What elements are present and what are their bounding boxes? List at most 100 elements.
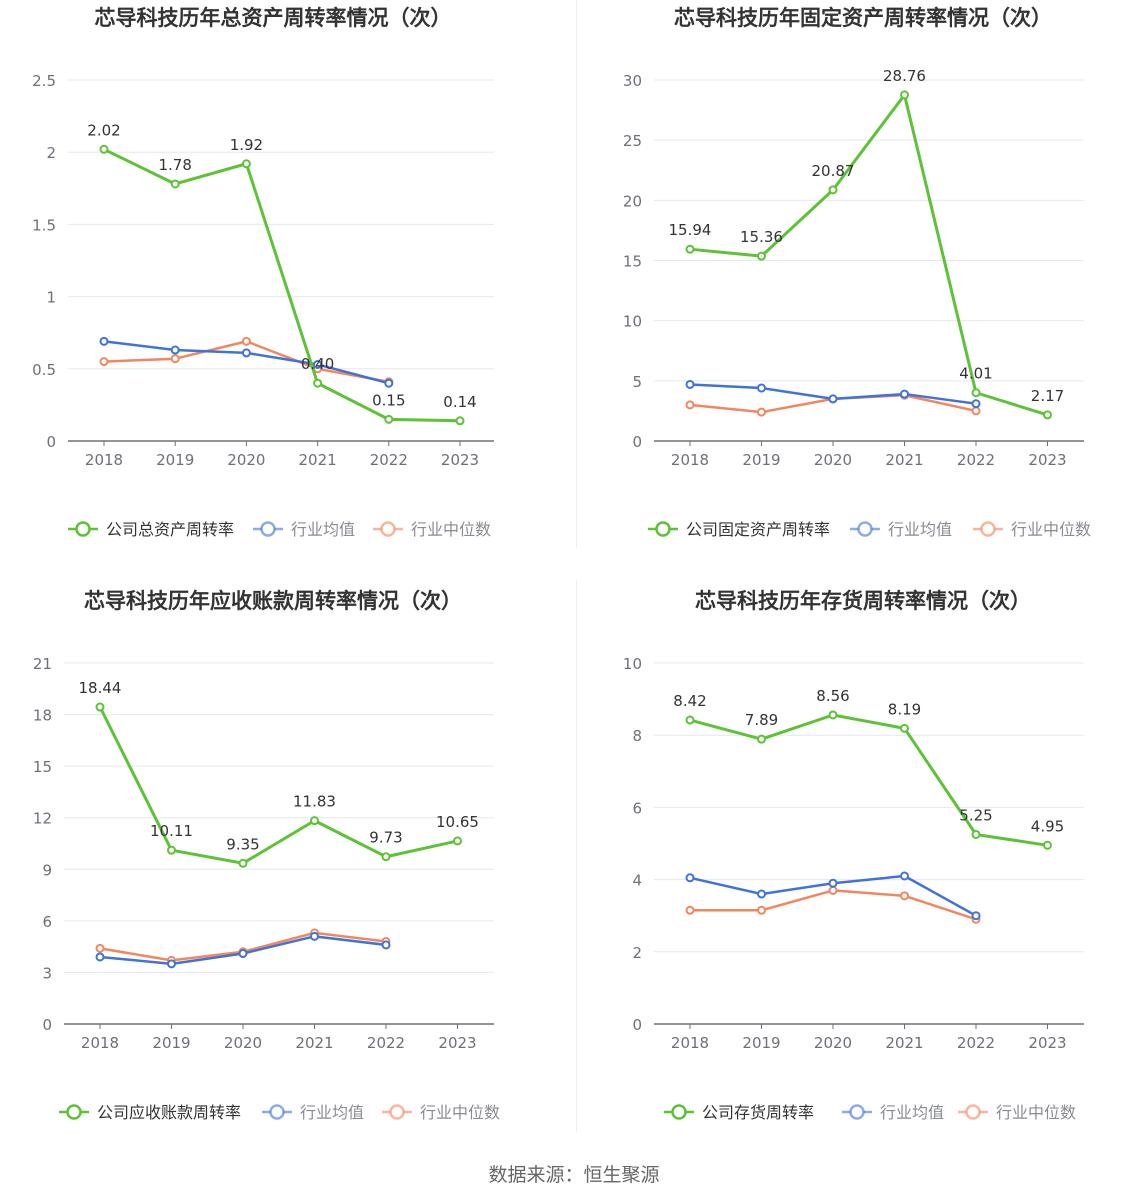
legend-item[interactable]: 行业均值 (262, 1103, 364, 1122)
series-line-0 (103, 147, 461, 423)
series-line-0 (689, 93, 1048, 417)
data-label: 7.89 (745, 711, 778, 729)
legend-marker (260, 521, 276, 537)
data-point (95, 702, 105, 712)
data-label: 4.95 (1031, 817, 1064, 835)
x-tick-label: 2021 (299, 451, 337, 469)
y-tick-label: 9 (42, 861, 52, 879)
chart-svg: 芯导科技历年总资产周转率情况（次） 0 0.5 1 1.5 2 2.5 2018 2019 202… (32, 6, 494, 539)
data-point (757, 889, 766, 899)
legend-label: 公司应收账款周转率 (97, 1103, 241, 1122)
data-point (900, 389, 909, 399)
data-source-note: 数据来源：恒生聚源 (488, 1164, 660, 1186)
data-point (757, 407, 766, 417)
data-point (453, 836, 462, 846)
y-tick-label: 1.5 (32, 216, 56, 234)
data-point (167, 959, 176, 969)
data-point (313, 378, 323, 388)
y-tick-label: 15 (33, 758, 52, 776)
legend-item[interactable]: 行业中位数 (382, 1103, 500, 1122)
y-tick-label: 0.5 (32, 361, 56, 379)
legend-item[interactable]: 公司固定资产周转率 (648, 520, 830, 539)
y-tick-label: 3 (42, 964, 52, 982)
data-label: 4.01 (959, 365, 992, 383)
chart-title: 芯导科技历年存货周转率情况（次） (695, 589, 1031, 613)
data-point (900, 723, 909, 733)
data-point (381, 852, 391, 862)
x-tick-label: 2020 (224, 1034, 262, 1052)
data-point (828, 878, 838, 888)
data-point (384, 378, 394, 388)
data-label: 20.87 (812, 162, 855, 180)
data-point (95, 952, 105, 962)
data-label: 2.02 (87, 121, 120, 139)
data-label: 8.56 (816, 687, 849, 705)
data-point (1043, 840, 1052, 850)
chart-panel-inventory-turnover: 芯导科技历年存货周转率情况（次） 0 2 4 6 8 10 2018 2019 2020 2021 2… (574, 580, 1148, 1160)
y-tick-label: 21 (33, 655, 52, 673)
chart-panel-receivables-turnover: 芯导科技历年应收账款周转率情况（次） 0 3 6 9 12 15 18 21 2018 2019 20… (0, 580, 574, 1160)
x-tick-label: 2023 (1028, 451, 1066, 469)
y-tick-label: 0 (42, 1016, 52, 1034)
legend-item[interactable]: 行业中位数 (373, 520, 491, 539)
x-tick-label: 2020 (814, 1034, 852, 1052)
data-point (900, 891, 909, 901)
x-tick-label: 2021 (295, 1034, 333, 1052)
data-point (238, 949, 248, 959)
legend-marker (75, 521, 91, 537)
x-tick-label: 2022 (957, 451, 995, 469)
data-point (1043, 410, 1052, 420)
chart-title: 芯导科技历年固定资产周转率情况（次） (674, 6, 1052, 30)
legend-marker (857, 521, 873, 537)
legend-label: 行业中位数 (1011, 520, 1091, 539)
data-label: 9.35 (226, 835, 259, 853)
legend-label: 公司存货周转率 (702, 1103, 814, 1122)
x-tick-label: 2018 (85, 451, 123, 469)
data-point (99, 357, 109, 367)
legend-marker (380, 521, 396, 537)
data-point (99, 336, 109, 346)
data-label: 0.14 (443, 393, 476, 411)
legend-item[interactable]: 公司应收账款周转率 (59, 1103, 241, 1122)
data-label: 5.25 (959, 806, 992, 824)
series-line-1 (103, 340, 390, 385)
y-tick-label: 6 (42, 913, 52, 931)
data-point (685, 400, 695, 410)
data-point (971, 829, 981, 839)
data-label: 9.73 (369, 829, 402, 847)
legend-item[interactable]: 行业中位数 (958, 1103, 1076, 1122)
legend-item[interactable]: 行业均值 (850, 520, 952, 539)
data-point (685, 905, 695, 915)
chart-title: 芯导科技历年总资产周转率情况（次） (95, 6, 452, 30)
legend-item[interactable]: 行业中位数 (973, 520, 1091, 539)
legend-item[interactable]: 公司总资产周转率 (68, 520, 234, 539)
legend-label: 公司总资产周转率 (106, 520, 234, 539)
data-label: 2.17 (1031, 387, 1064, 405)
vertical-divider-bottom (576, 580, 577, 1132)
legend-item[interactable]: 行业均值 (842, 1103, 944, 1122)
data-point (828, 710, 838, 720)
data-label: 11.83 (293, 793, 336, 811)
y-tick-label: 10 (623, 313, 642, 331)
y-tick-label: 30 (623, 72, 642, 90)
data-point (170, 354, 180, 364)
data-point (313, 359, 323, 369)
chart-title: 芯导科技历年应收账款周转率情况（次） (84, 589, 462, 613)
x-tick-label: 2023 (441, 451, 479, 469)
legend-item[interactable]: 公司存货周转率 (664, 1103, 814, 1122)
data-label: 8.19 (888, 700, 921, 718)
x-tick-label: 2023 (438, 1034, 476, 1052)
y-tick-label: 1 (46, 289, 56, 307)
data-point (170, 345, 180, 355)
data-point (757, 734, 766, 744)
x-tick-label: 2019 (742, 1034, 780, 1052)
x-tick-label: 2021 (885, 451, 923, 469)
legend-item[interactable]: 行业均值 (253, 520, 355, 539)
y-tick-label: 0 (46, 433, 56, 451)
legend-marker (389, 1104, 405, 1120)
data-point (685, 715, 695, 725)
data-point (685, 379, 695, 389)
data-point (310, 931, 319, 941)
y-tick-label: 10 (623, 655, 642, 673)
data-label: 18.44 (79, 679, 122, 697)
